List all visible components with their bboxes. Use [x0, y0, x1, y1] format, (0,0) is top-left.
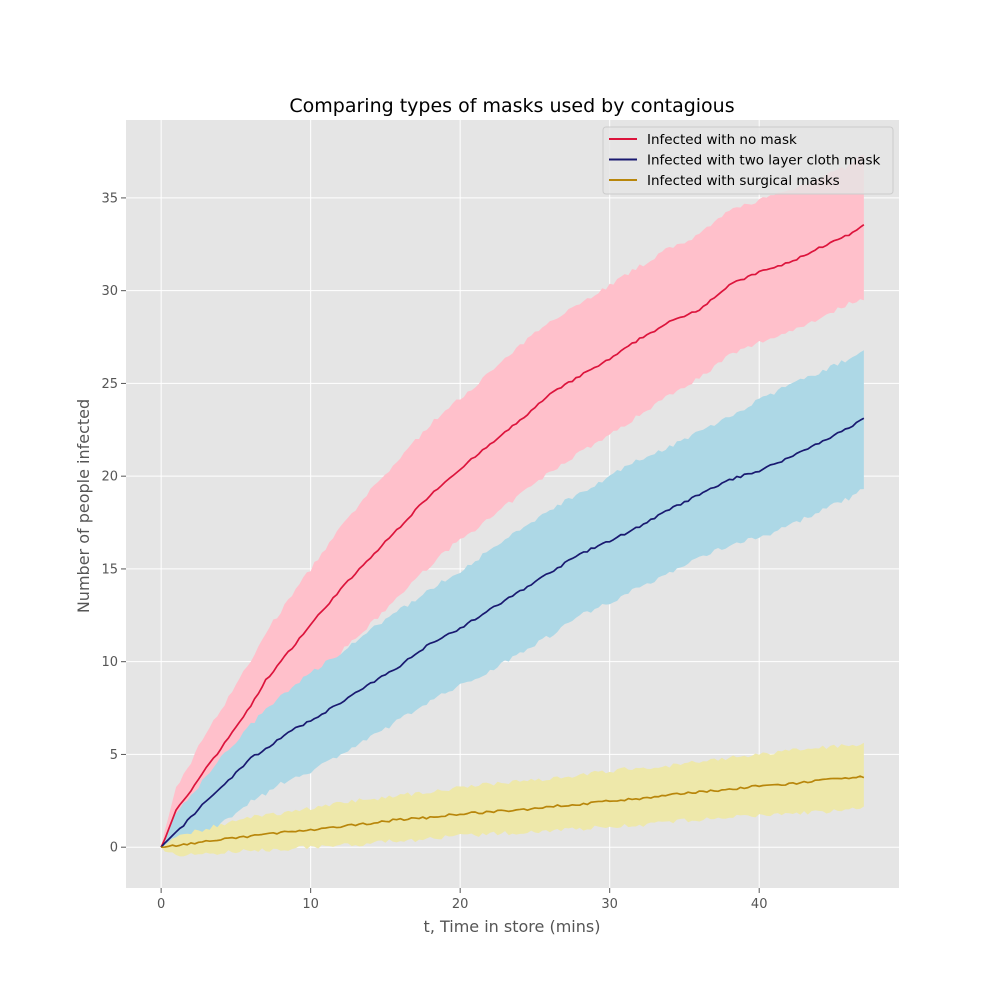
chart-title: Comparing types of masks used by contagi…	[289, 95, 734, 117]
x-tick-label: 40	[751, 897, 768, 912]
band-cloth-mask	[161, 350, 864, 855]
y-tick-label: 15	[101, 562, 118, 577]
series-lines	[160, 224, 865, 849]
legend-label-cloth-mask: Infected with two layer cloth mask	[647, 153, 880, 169]
band-no-mask	[161, 154, 864, 848]
y-tick-label: 25	[101, 377, 118, 392]
y-tick-label: 35	[101, 191, 118, 206]
y-tick-label: 30	[101, 284, 118, 299]
x-tick-label: 20	[452, 897, 469, 912]
x-axis-ticks: 0 10 20 30 40	[157, 888, 767, 912]
legend-entry-cloth-mask: Infected with two layer cloth mask	[609, 153, 880, 169]
legend: Infected with no mask Infected with two …	[602, 126, 894, 195]
legend-label-no-mask: Infected with no mask	[647, 132, 797, 148]
x-tick-label: 30	[601, 897, 618, 912]
y-tick-label: 5	[110, 748, 118, 763]
legend-label-surgical-mask: Infected with surgical masks	[647, 173, 840, 189]
line-cloth-mask	[160, 417, 865, 848]
legend-entry-no-mask: Infected with no mask	[609, 132, 797, 148]
legend-entry-surgical-mask: Infected with surgical masks	[609, 173, 840, 189]
legend-box	[602, 126, 894, 195]
y-axis-label: Number of people infected	[74, 399, 93, 613]
y-tick-label: 20	[101, 470, 118, 485]
x-tick-label: 0	[157, 897, 165, 912]
y-tick-label: 0	[110, 841, 118, 856]
y-tick-label: 10	[101, 655, 118, 670]
line-no-mask	[160, 224, 865, 848]
x-axis-label: t, Time in store (mins)	[424, 917, 601, 936]
x-tick-label: 10	[302, 897, 319, 912]
y-axis-ticks: 0 5 10 15 20 25 30 35	[101, 191, 126, 856]
line-surgical-mask	[161, 775, 865, 849]
